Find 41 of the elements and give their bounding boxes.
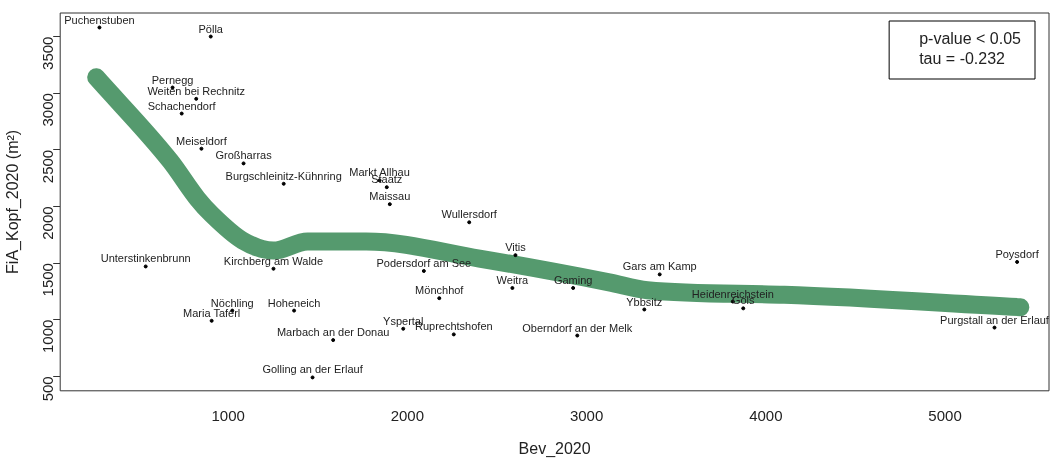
data-label: Ybbsitz xyxy=(626,295,663,308)
data-label: Purgstall an der Erlauf xyxy=(940,313,1050,326)
data-label: Maria Taferl xyxy=(183,306,241,319)
y-axis-title: FiA_Kopf_2020 (m²) xyxy=(4,129,23,274)
data-label: Nöchling xyxy=(210,296,254,309)
y-tick-label: 2500 xyxy=(39,149,57,184)
y-tick-label: 3000 xyxy=(39,93,57,127)
annotation: p-value < 0.05 xyxy=(919,30,1022,48)
y-tick-label: 1500 xyxy=(39,263,57,297)
data-label: Kirchberg am Walde xyxy=(223,254,324,267)
y-tick-label: 2000 xyxy=(39,206,57,240)
data-label: Meiseldorf xyxy=(176,134,228,147)
data-label: Burgschleinitz-Kühnring xyxy=(225,169,342,182)
data-label: Puchenstuben xyxy=(64,13,135,26)
data-label: Großharras xyxy=(215,149,273,162)
data-label: Mönchhof xyxy=(415,284,465,297)
data-label: Wullersdorf xyxy=(441,208,498,221)
y-tick-label: 1000 xyxy=(39,319,57,354)
data-label: Pölla xyxy=(198,22,224,35)
data-label: Hoheneich xyxy=(267,296,321,309)
data-label: Weitra xyxy=(496,274,530,286)
data-label: Vitis xyxy=(505,241,527,254)
data-label: Poysdorf xyxy=(995,247,1040,260)
data-label: Gars am Kamp xyxy=(622,260,697,273)
y-tick-label: 3500 xyxy=(39,36,57,70)
x-axis-title: Bev_2020 xyxy=(518,439,591,458)
data-label: Schachendorf xyxy=(147,99,217,112)
data-label: Marbach an der Donau xyxy=(276,326,390,339)
data-label: Gaming xyxy=(553,274,593,286)
x-tick-label: 4000 xyxy=(749,406,783,424)
y-tick-label: 500 xyxy=(39,376,57,402)
data-label: Oberndorf an der Melk xyxy=(522,321,633,334)
x-tick-label: 1000 xyxy=(211,406,245,424)
x-tick-label: 5000 xyxy=(928,406,962,424)
annotation: tau = -0.232 xyxy=(919,50,1006,68)
data-label: Maissau xyxy=(369,190,411,203)
data-label: Golling an der Erlauf xyxy=(262,363,364,376)
data-label: Pernegg xyxy=(151,73,194,86)
data-label: Unterstinkenbrunn xyxy=(100,252,191,265)
x-tick-label: 3000 xyxy=(569,406,604,424)
x-tick-label: 2000 xyxy=(390,406,425,424)
